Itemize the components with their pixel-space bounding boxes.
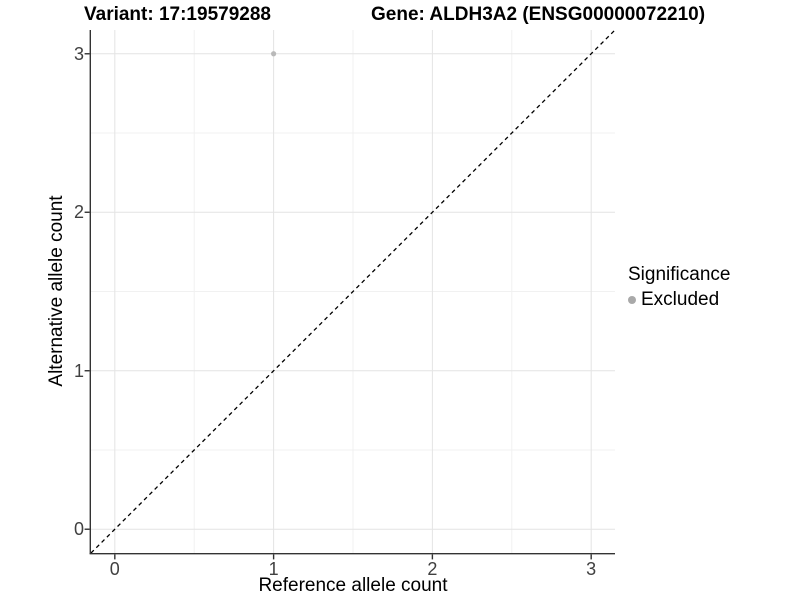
y-tick-label: 2 [73,202,84,223]
data-point-excluded [271,51,277,57]
legend: Significance Excluded [628,263,730,311]
identity-dashed-line [90,29,616,554]
x-tick-label: 2 [427,559,438,579]
x-tick-label: 0 [109,559,120,579]
y-axis-title: Alternative allele count [46,195,67,387]
legend-entry-excluded: Excluded [628,289,730,311]
gene-title: Gene: ALDH3A2 (ENSG00000072210) [371,4,706,25]
legend-entry-label: Excluded [641,289,720,310]
y-tick-label: 3 [73,43,84,64]
y-tick-label: 1 [73,360,84,381]
variant-title: Variant: 17:19579288 [84,4,271,25]
legend-title: Significance [628,264,731,285]
y-tick-label: 0 [73,519,84,540]
x-axis-title: Reference allele count [258,575,448,596]
x-tick-label: 3 [586,559,597,579]
x-tick-label: 1 [268,559,279,579]
excluded-point-icon [628,296,636,304]
